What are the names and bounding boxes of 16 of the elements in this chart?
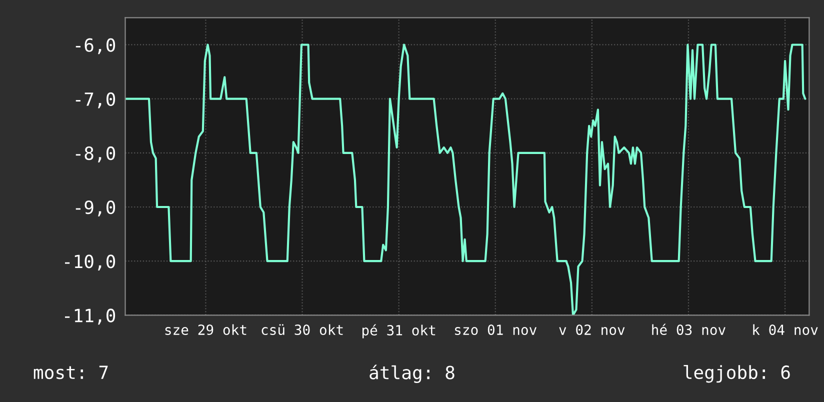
text: legjobb: 6 xyxy=(684,365,790,383)
y-tick-label: -6,0 xyxy=(76,38,116,54)
x-tick-label: hé 03 nov xyxy=(652,324,726,336)
y-tick-label: -11,0 xyxy=(65,308,116,325)
x-tick-label: sze 29 okt xyxy=(165,324,246,336)
y-tick-label: -10,0 xyxy=(65,254,116,271)
x-tick-label: szo 01 nov xyxy=(455,324,537,336)
x-tick-label: pé 31 okt xyxy=(362,324,436,338)
y-tick-label: -8,0 xyxy=(76,146,116,162)
x-tick-label: k 04 nov xyxy=(753,324,818,336)
y-tick-label: -9,0 xyxy=(76,200,116,216)
x-tick-label: csü 30 okt xyxy=(262,324,343,336)
text: most: 7 xyxy=(34,366,108,380)
text: átlag: 8 xyxy=(370,364,454,384)
y-tick-label: -7,0 xyxy=(76,92,116,108)
x-tick-label: v 02 nov xyxy=(559,324,625,336)
